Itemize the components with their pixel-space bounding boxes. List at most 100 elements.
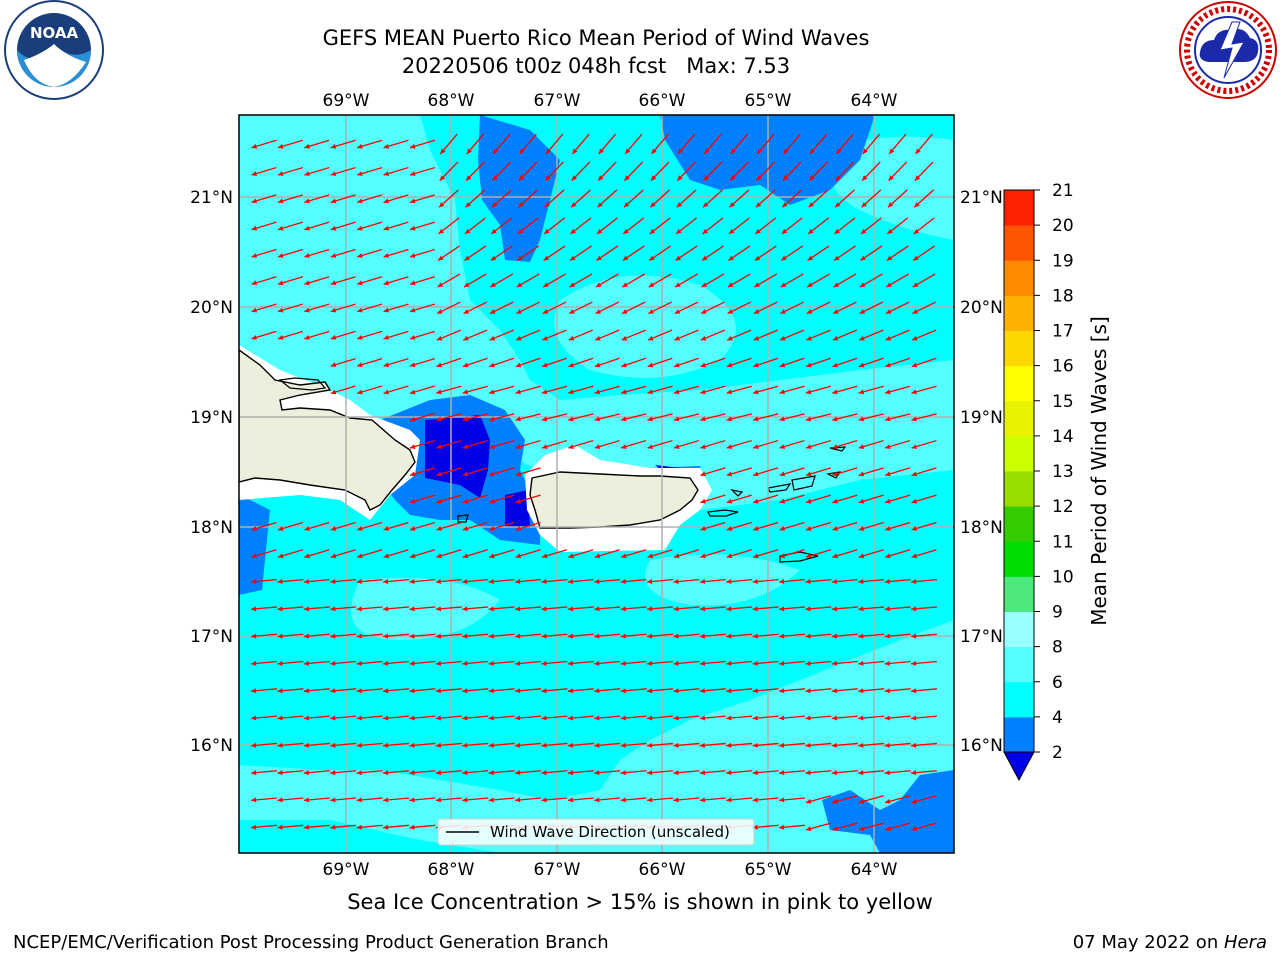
wind-wave-arrow (436, 549, 462, 559)
wind-wave-arrow (620, 578, 647, 585)
wind-wave-arrow (727, 301, 752, 315)
wind-wave-arrow (699, 770, 726, 776)
wind-wave-arrow (594, 606, 621, 612)
noaa-logo-text: NOAA (30, 24, 79, 42)
wind-wave-arrow (251, 248, 277, 258)
wave-contour-medium (470, 115, 875, 205)
wind-wave-arrow (277, 194, 304, 204)
wind-wave-arrow (727, 273, 751, 288)
wind-wave-arrow (699, 606, 726, 612)
wind-wave-arrow (673, 660, 700, 666)
wind-wave-arrow (831, 770, 858, 776)
colorbar-segment (1004, 681, 1034, 718)
wind-wave-arrow (437, 245, 460, 262)
wind-wave-arrow (620, 797, 647, 803)
wind-wave-arrow (620, 385, 647, 395)
wind-wave-arrow (516, 301, 540, 315)
wind-wave-arrow (911, 357, 937, 368)
wind-wave-arrow (250, 715, 278, 721)
wind-wave-arrow (805, 822, 832, 832)
wind-wave-arrow (621, 329, 646, 341)
wind-wave-arrow (515, 439, 541, 449)
wind-wave-arrow (861, 189, 882, 208)
land-hispaniola-detail (278, 377, 327, 391)
wind-wave-arrow (726, 606, 753, 612)
wind-wave-arrow (514, 578, 542, 585)
wind-wave-arrow (726, 494, 752, 504)
wind-wave-arrow (568, 385, 594, 395)
wind-wave-arrow (646, 797, 674, 803)
wind-wave-arrow (570, 189, 591, 208)
wind-wave-arrow (488, 467, 515, 477)
wind-wave-arrow (383, 303, 409, 313)
wind-wave-arrow (330, 633, 357, 639)
wind-wave-arrow (805, 578, 832, 585)
wind-wave-arrow (514, 770, 542, 776)
wind-wave-arrow (620, 549, 647, 559)
wind-wave-arrow (490, 245, 513, 262)
wind-wave-arrow (330, 276, 356, 286)
wind-wave-arrow (621, 301, 646, 315)
wind-wave-arrow (648, 301, 672, 315)
wind-wave-arrow (409, 688, 436, 694)
wind-wave-arrow (356, 688, 383, 694)
wind-wave-arrow (464, 217, 486, 235)
wind-wave-arrow (729, 189, 750, 208)
wind-wave-arrow (752, 413, 779, 422)
wind-wave-arrow (277, 549, 304, 559)
wind-wave-arrow (517, 189, 539, 208)
colorbar-segment (1004, 471, 1034, 507)
wind-wave-arrow (832, 549, 858, 559)
wind-wave-arrow (911, 822, 937, 832)
wind-wave-arrow (778, 715, 806, 721)
wind-wave-arrow (250, 578, 278, 585)
wind-wave-arrow (858, 742, 885, 748)
wind-wave-arrow (382, 688, 410, 694)
wind-wave-arrow (409, 166, 436, 176)
wind-wave-arrow (569, 245, 592, 262)
wind-wave-arrow (858, 385, 884, 395)
wind-wave-arrow (303, 824, 330, 830)
wind-wave-arrow (438, 189, 459, 208)
wind-wave-arrow (488, 494, 515, 504)
wind-wave-arrow (462, 578, 489, 585)
lat-tick-label-left: 21°N (190, 188, 233, 208)
wind-wave-arrow (781, 217, 803, 235)
wind-wave-arrow (620, 633, 647, 639)
wind-wave-arrow (541, 385, 568, 395)
wind-wave-arrow (382, 797, 410, 803)
wind-wave-arrow (858, 606, 885, 612)
wind-wave-arrow (330, 797, 357, 803)
wind-wave-arrow (620, 606, 647, 612)
wind-wave-arrow (598, 133, 617, 155)
wind-wave-arrow (462, 715, 489, 721)
wind-wave-arrow (858, 715, 885, 721)
wave-contour-pale (239, 143, 310, 200)
wind-wave-arrow (831, 660, 858, 666)
wind-wave-arrow (778, 660, 806, 666)
wind-wave-arrow (383, 330, 409, 340)
wind-wave-arrow (673, 742, 700, 748)
wind-wave-arrow (809, 133, 828, 155)
wind-wave-arrow (805, 521, 832, 531)
wind-wave-arrow (330, 385, 356, 395)
colorbar-segment (1004, 435, 1034, 472)
wind-wave-arrow (488, 742, 515, 748)
wind-wave-arrow (728, 217, 750, 235)
wind-wave-arrow (514, 606, 542, 612)
wind-wave-arrow (779, 494, 805, 504)
wind-wave-arrow (752, 660, 779, 666)
lon-tick-label-top: 65°W (745, 91, 792, 111)
wind-wave-arrow (383, 248, 409, 258)
wind-wave-arrow (884, 795, 911, 804)
wind-wave-arrow (277, 797, 304, 803)
wind-wave-arrow (382, 770, 410, 776)
wind-wave-arrow (571, 133, 590, 155)
wind-wave-arrow (752, 770, 779, 776)
wind-wave-arrow (805, 467, 832, 477)
wind-wave-arrow (409, 358, 436, 368)
wind-wave-arrow (726, 797, 753, 803)
wind-wave-arrow (887, 189, 908, 208)
wind-wave-arrow (251, 521, 277, 531)
wind-wave-arrow (330, 139, 356, 149)
